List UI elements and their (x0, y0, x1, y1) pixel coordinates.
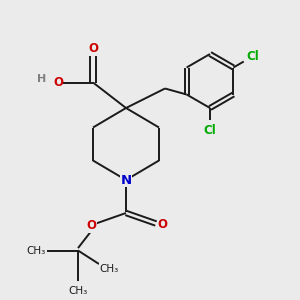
Text: CH₃: CH₃ (26, 245, 46, 256)
Text: Cl: Cl (204, 124, 216, 137)
Text: CH₃: CH₃ (68, 286, 88, 296)
Text: O: O (88, 42, 98, 55)
Text: Cl: Cl (247, 50, 259, 63)
Text: N: N (120, 173, 132, 187)
Text: O: O (53, 76, 63, 89)
Text: H: H (38, 74, 46, 84)
Text: CH₃: CH₃ (100, 263, 119, 274)
Text: O: O (86, 219, 97, 232)
Text: O: O (158, 218, 168, 232)
